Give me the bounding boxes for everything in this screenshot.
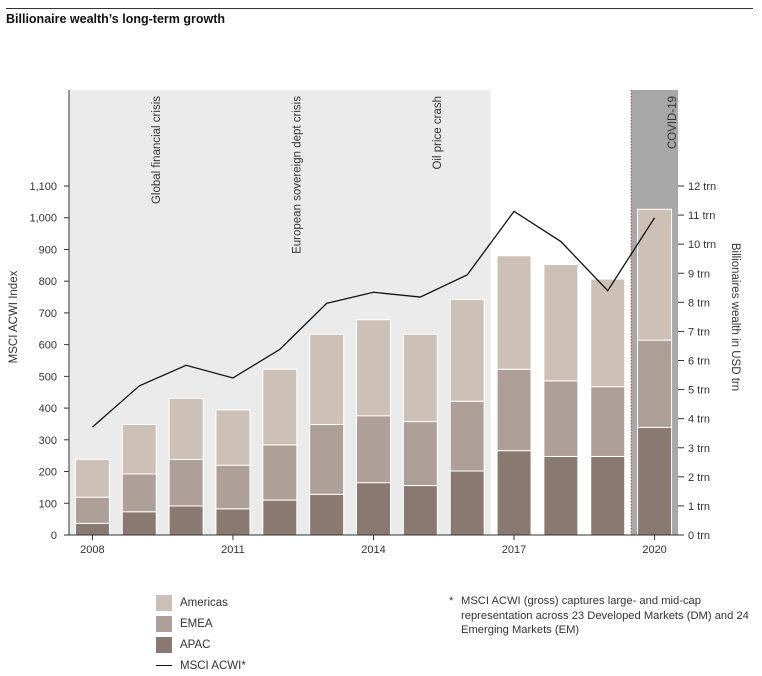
right-tick-label-1: 1 trn	[688, 501, 710, 513]
bar-emea-2015	[402, 421, 438, 487]
left-tick-label-5: 500	[39, 371, 57, 383]
legend-item-americas: Americas	[156, 592, 246, 613]
bar-americas-2010	[168, 397, 204, 460]
right-tick-label-0: 0 trn	[688, 530, 710, 542]
bar-emea-2008	[74, 496, 110, 524]
bar-apac-2011	[215, 508, 251, 536]
left-tick-label-11: 1,100	[29, 181, 57, 193]
bar-emea-2011	[215, 464, 251, 510]
footnote-star: *	[449, 595, 454, 607]
left-tick-label-1: 100	[39, 498, 57, 510]
right-tick-label-8: 8 trn	[688, 297, 710, 309]
bar-emea-2013	[309, 423, 345, 495]
footnote-text: MSCI ACWI (gross) captures large- and mi…	[461, 595, 749, 636]
x-tick-label-2: 2014	[361, 544, 385, 556]
bar-apac-2019	[590, 455, 626, 536]
bar-americas-2013	[309, 333, 345, 425]
bar-emea-2014	[356, 415, 391, 484]
legend-label-msci: MSCI ACWI*	[180, 659, 246, 672]
bar-apac-2015	[402, 485, 438, 536]
period-label-2: Oil price crash	[432, 96, 444, 170]
msci-acwi-line	[91, 210, 656, 428]
bar-americas-2015	[402, 333, 438, 423]
bar-emea-2019	[590, 386, 626, 457]
bar-apac-2014	[356, 482, 391, 536]
bar-apac-2018	[543, 455, 579, 536]
legend-swatch-americas	[156, 594, 172, 611]
legend-label-americas: Americas	[180, 596, 228, 609]
top-rule	[6, 8, 753, 9]
right-tick-label-10: 10 trn	[688, 239, 716, 251]
right-tick-label-6: 6 trn	[688, 356, 710, 368]
bar-emea-2016	[449, 400, 485, 472]
left-tick-label-10: 1,000	[29, 213, 57, 225]
bar-apac-2013	[309, 493, 345, 536]
left-tick-label-9: 900	[39, 244, 57, 256]
bar-emea-2020	[637, 339, 673, 428]
right-tick-label-7: 7 trn	[688, 326, 710, 338]
legend-item-emea: EMEA	[156, 613, 246, 634]
legend-item-apac: APAC	[156, 634, 246, 655]
bar-apac-2017	[496, 450, 532, 536]
left-axis-label: MSCI ACWI Index	[8, 270, 20, 363]
right-tick-label-4: 4 trn	[688, 414, 710, 426]
left-tick-label-8: 800	[39, 276, 57, 288]
bar-apac-2016	[449, 470, 485, 536]
footnote: * MSCI ACWI (gross) captures large- and …	[449, 594, 749, 638]
legend: Americas EMEA APAC MSCI ACWI*	[156, 592, 246, 676]
legend-label-emea: EMEA	[180, 617, 213, 630]
bar-apac-2012	[262, 499, 298, 536]
period-label-1: European sovereign dept crisis	[292, 96, 304, 254]
x-tick-label-4: 2020	[642, 544, 666, 556]
bar-americas-2008	[74, 458, 110, 498]
bar-emea-2010	[168, 458, 204, 507]
period-label-0: Global financial crisis	[151, 96, 163, 204]
bar-americas-2017	[496, 255, 532, 370]
bar-americas-2018	[543, 264, 579, 382]
period-label-3: COVID-19	[667, 96, 679, 149]
bar-emea-2017	[496, 368, 532, 452]
legend-swatch-apac	[156, 636, 172, 653]
right-tick-label-9: 9 trn	[688, 268, 710, 280]
legend-line-swatch-msci	[156, 665, 172, 666]
bar-americas-2016	[449, 298, 485, 402]
bar-americas-2019	[590, 278, 626, 388]
bar-apac-2010	[168, 505, 204, 536]
chart: Global financial crisis European sovereig…	[8, 90, 741, 556]
bar-apac-2008	[74, 522, 110, 536]
bar-emea-2012	[262, 444, 298, 501]
bar-apac-2009	[121, 511, 157, 536]
x-tick-label-1: 2011	[221, 544, 245, 556]
legend-label-apac: APAC	[180, 638, 211, 651]
left-tick-label-6: 600	[39, 340, 57, 352]
bar-americas-2020	[637, 208, 673, 341]
x-tick-label-3: 2017	[502, 544, 526, 556]
right-axis-label: Billionaires wealth in USD trn	[729, 243, 741, 391]
bar-americas-2009	[121, 423, 157, 475]
legend-swatch-emea	[156, 615, 172, 632]
x-tick-label-0: 2008	[80, 544, 104, 556]
right-tick-label-2: 2 trn	[688, 472, 710, 484]
left-tick-label-2: 200	[39, 467, 57, 479]
bar-emea-2018	[543, 380, 579, 457]
left-tick-label-4: 400	[39, 403, 57, 415]
legend-item-msci: MSCI ACWI*	[156, 655, 246, 676]
left-tick-label-0: 0	[51, 530, 57, 542]
bar-americas-2012	[262, 368, 298, 446]
bar-apac-2020	[637, 426, 673, 536]
left-tick-label-3: 300	[39, 435, 57, 447]
bar-americas-2014	[356, 319, 391, 417]
right-tick-label-11: 11 trn	[688, 210, 715, 222]
right-tick-label-3: 3 trn	[688, 443, 710, 455]
right-tick-label-5: 5 trn	[688, 385, 710, 397]
chart-title: Billionaire wealth’s long-term growth	[6, 12, 226, 26]
right-tick-label-12: 12 trn	[688, 181, 716, 193]
bar-americas-2011	[215, 409, 251, 466]
left-tick-label-7: 700	[39, 308, 57, 320]
bar-emea-2009	[121, 473, 157, 513]
